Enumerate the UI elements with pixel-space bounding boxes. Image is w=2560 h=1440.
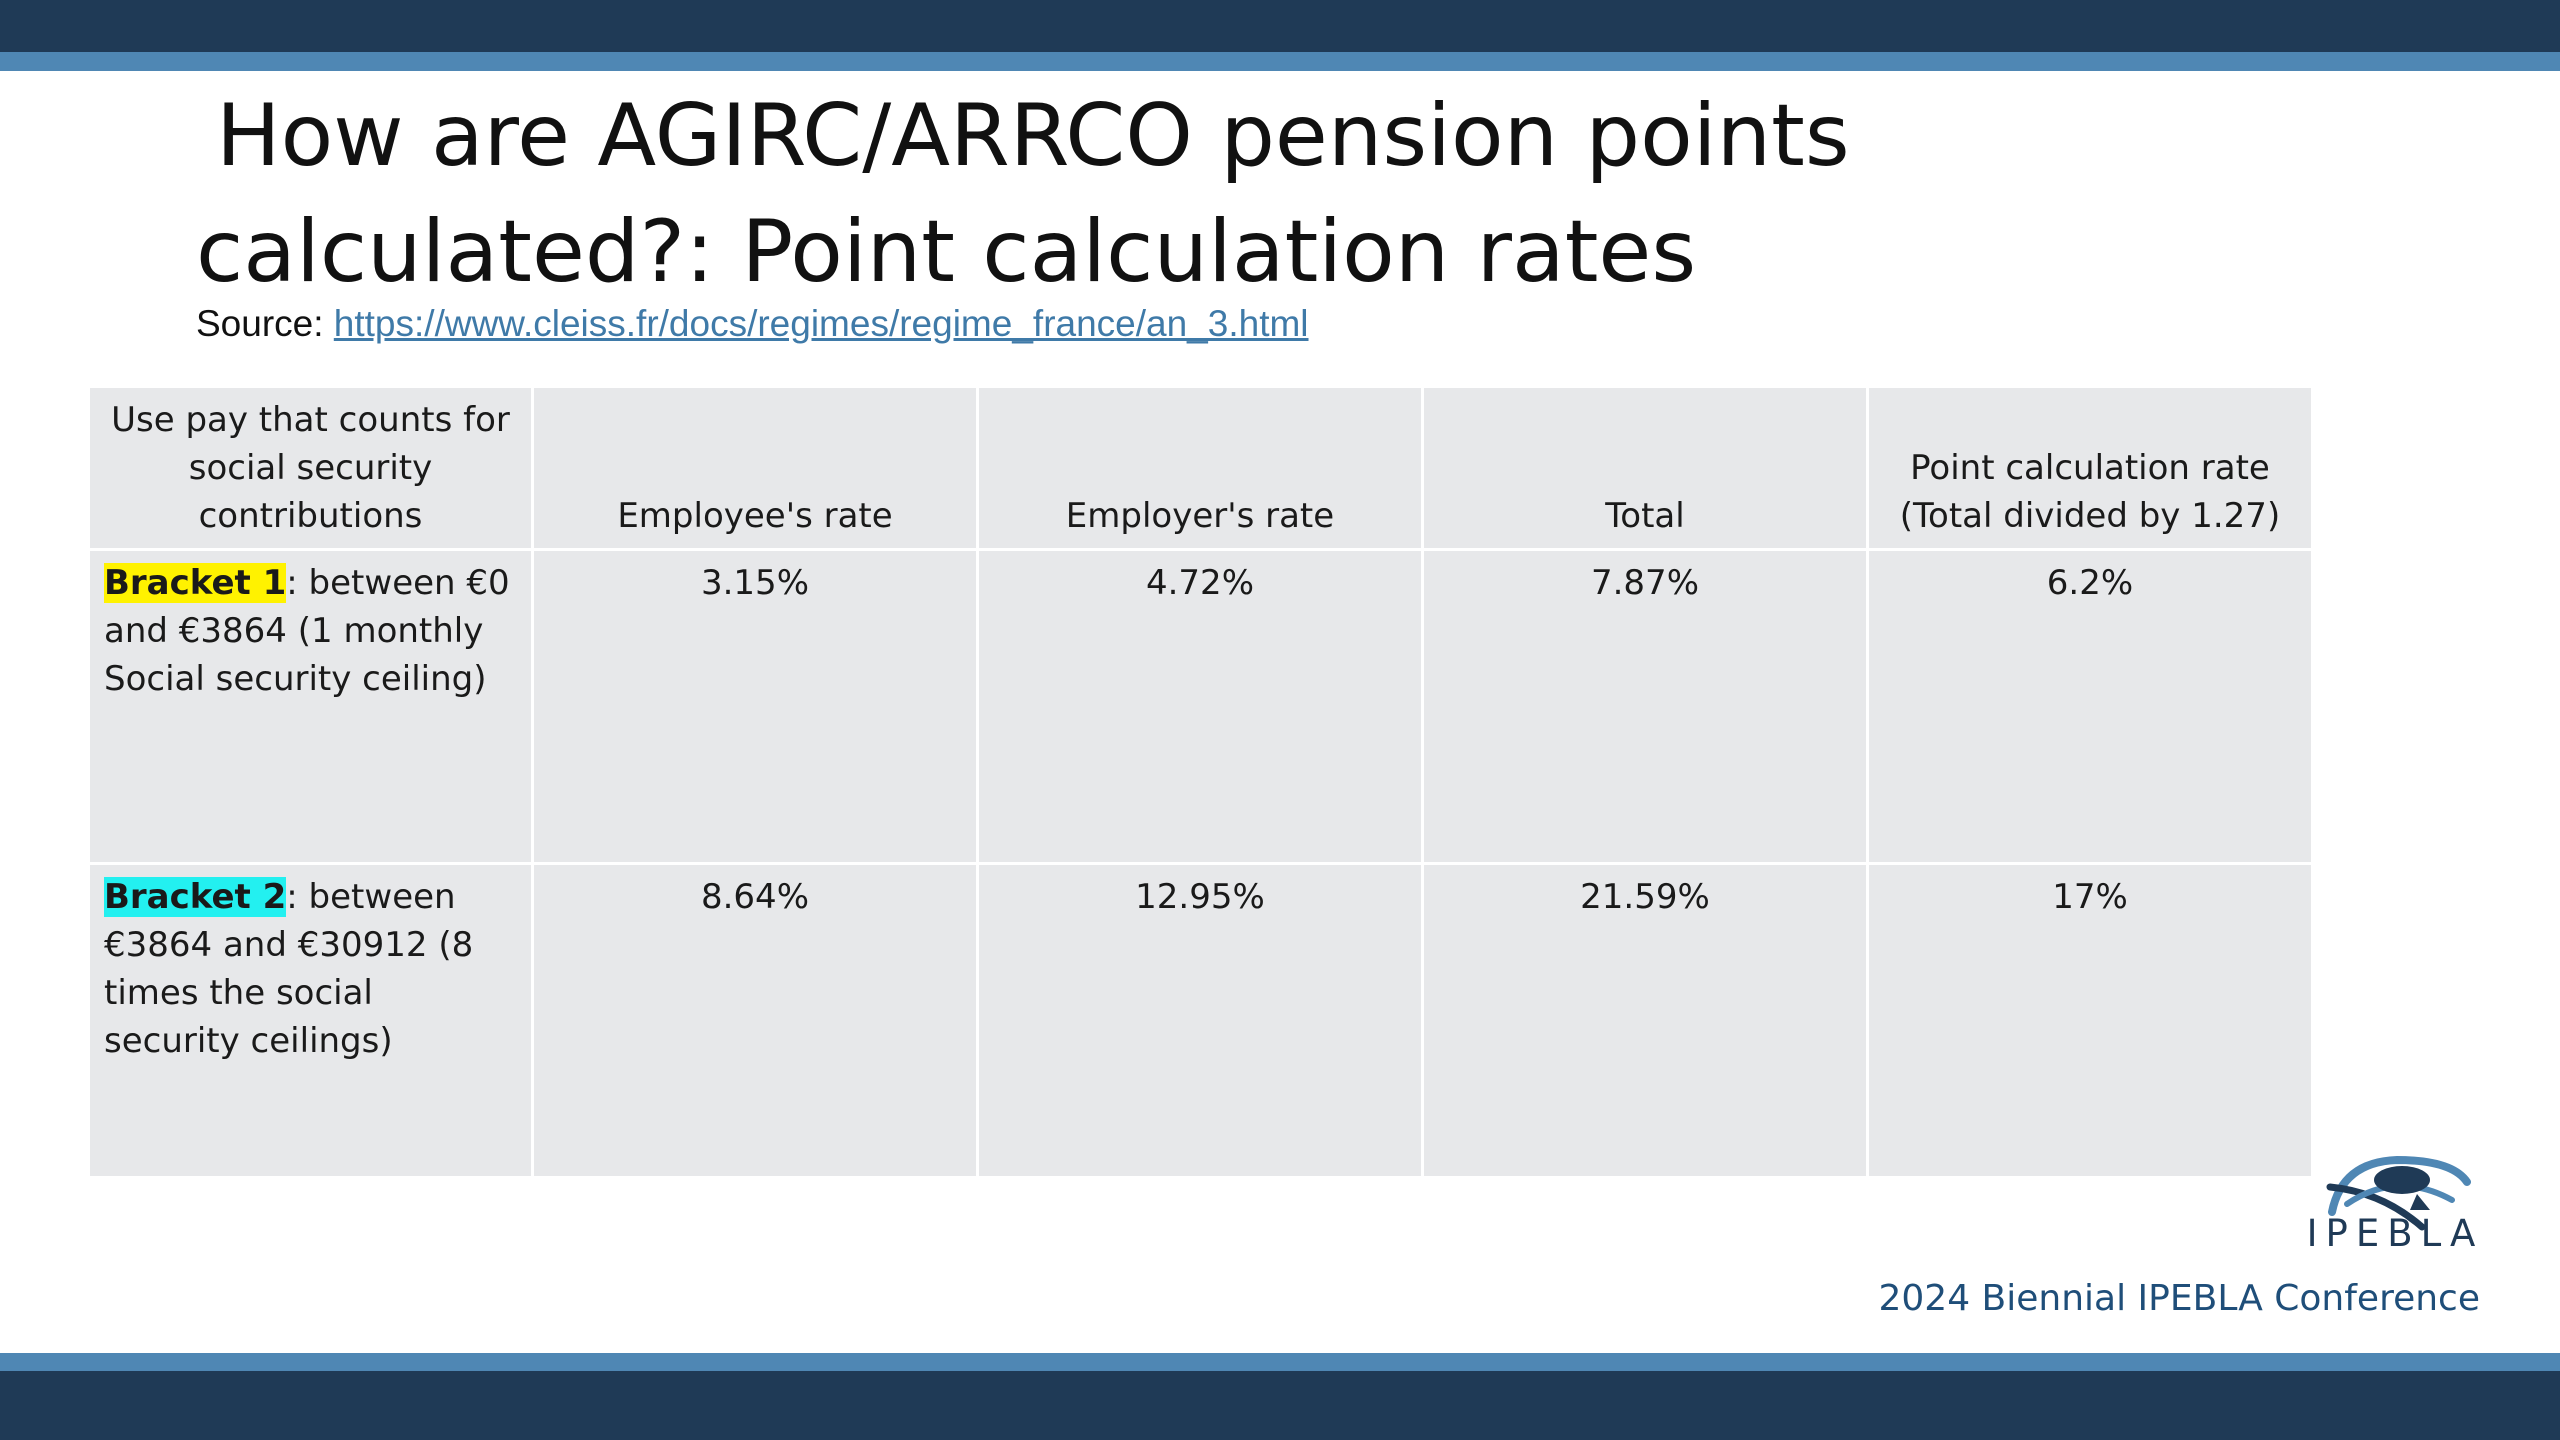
source-link[interactable]: https://www.cleiss.fr/docs/regimes/regim… (333, 303, 1309, 344)
point-rates-table: Use pay that counts for social security … (87, 385, 2314, 1179)
table-row-bracket-2: Bracket 2: between €3864 and €30912 (8 t… (87, 862, 2314, 1179)
bracket-2-range: : between €3864 and €30912 (8 times the … (104, 877, 474, 1061)
top-banner-light (0, 52, 2560, 71)
conference-footer: 2024 Biennial IPEBLA Conference (1878, 1278, 2481, 1319)
bracket-1-description: Bracket 1: between €0 and €3864 (1 month… (87, 548, 534, 865)
bottom-banner-dark (0, 1371, 2560, 1440)
header-total: Total (1421, 385, 1869, 551)
bracket-2-employee-rate: 8.64% (531, 862, 979, 1179)
bracket-1-employee-rate: 3.15% (531, 548, 979, 865)
bracket-1-point-rate: 6.2% (1866, 548, 2314, 865)
slide-title-line-1: How are AGIRC/ARRCO pension points (216, 86, 1850, 186)
header-pay-basis: Use pay that counts for social security … (87, 385, 534, 551)
header-point-calculation-rate: Point calculation rate (Total divided by… (1866, 385, 2314, 551)
bracket-1-total: 7.87% (1421, 548, 1869, 865)
source-line: Source: https://www.cleiss.fr/docs/regim… (196, 302, 1309, 346)
slide-title-line-2: calculated?: Point calculation rates (196, 202, 1697, 302)
table-row-bracket-1: Bracket 1: between €0 and €3864 (1 month… (87, 548, 2314, 865)
bracket-2-label: Bracket 2 (104, 877, 287, 917)
bracket-2-description: Bracket 2: between €3864 and €30912 (8 t… (87, 862, 534, 1179)
source-label: Source: (196, 303, 334, 344)
bracket-2-point-rate: 17% (1866, 862, 2314, 1179)
bracket-1-employer-rate: 4.72% (976, 548, 1424, 865)
bracket-1-label: Bracket 1 (104, 563, 287, 603)
top-banner-dark (0, 0, 2560, 52)
bracket-1-range: : between €0 and €3864 (1 monthly Social… (104, 563, 510, 699)
table-header-row: Use pay that counts for social security … (87, 385, 2314, 551)
header-employer-rate: Employer's rate (976, 385, 1424, 551)
bottom-banner-light (0, 1353, 2560, 1371)
slide-title: How are AGIRC/ARRCO pension points calcu… (196, 78, 2096, 310)
bracket-2-total: 21.59% (1421, 862, 1869, 1179)
bracket-2-employer-rate: 12.95% (976, 862, 1424, 1179)
ipebla-logo-icon (2326, 1155, 2471, 1231)
ipebla-logo-text: IPEBLA (2306, 1212, 2484, 1255)
header-employee-rate: Employee's rate (531, 385, 979, 551)
